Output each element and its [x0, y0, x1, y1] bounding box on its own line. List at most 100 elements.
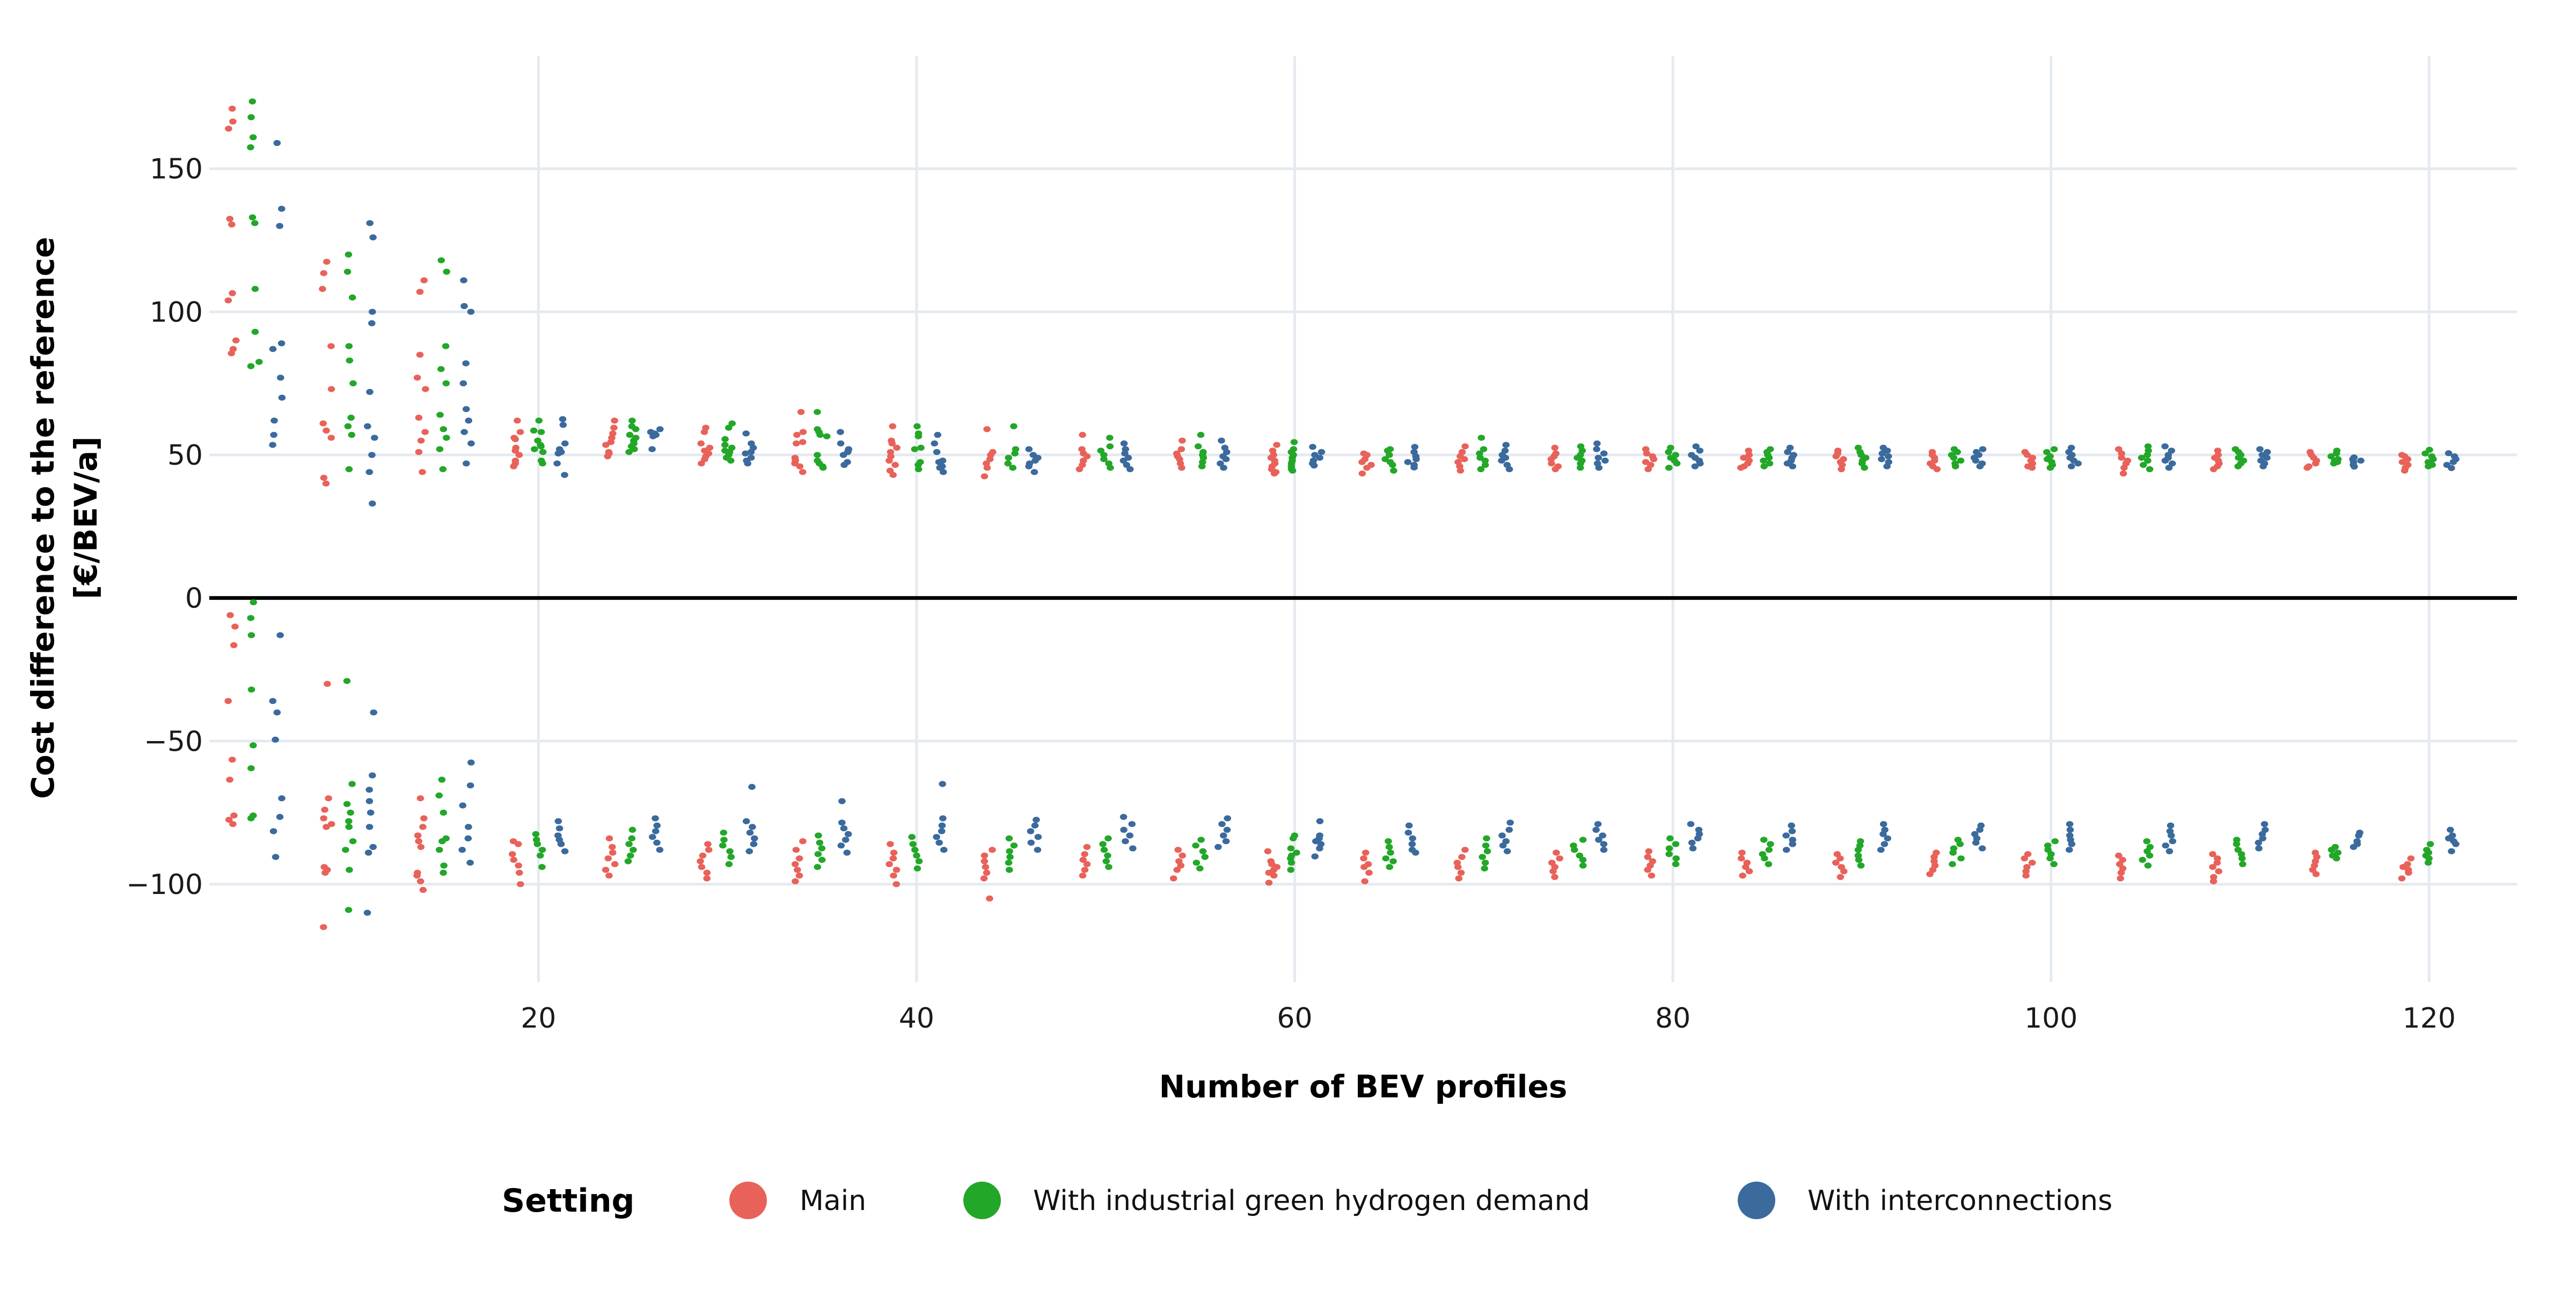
data-point	[349, 838, 357, 845]
data-point	[1595, 837, 1602, 843]
points-layer	[224, 98, 2460, 930]
data-point	[538, 864, 546, 870]
data-point	[555, 825, 564, 832]
data-point	[320, 924, 327, 930]
data-point	[1950, 455, 1958, 461]
data-point	[1855, 856, 1863, 863]
data-point	[1477, 466, 1485, 473]
data-point	[2260, 821, 2268, 827]
data-point	[913, 423, 921, 430]
data-point	[698, 460, 705, 467]
data-point	[1220, 465, 1227, 471]
data-point	[1502, 442, 1510, 448]
legend-title: Setting	[502, 1182, 635, 1220]
data-point	[1457, 869, 1465, 876]
data-point	[1218, 821, 1226, 827]
data-point	[611, 417, 618, 424]
data-point	[343, 801, 351, 807]
data-point	[1404, 459, 1412, 465]
data-point	[1010, 423, 1018, 430]
data-point	[814, 864, 822, 870]
data-point	[628, 826, 636, 833]
data-point	[463, 460, 470, 467]
data-point	[934, 431, 941, 438]
data-point	[727, 854, 735, 860]
data-point	[1949, 861, 1956, 867]
data-point	[2050, 446, 2058, 452]
data-point	[1691, 463, 1699, 470]
x-tick-label: 80	[1655, 1002, 1690, 1035]
data-point	[515, 862, 522, 869]
data-point	[891, 461, 899, 468]
data-point	[365, 787, 373, 793]
data-point	[511, 448, 519, 454]
data-point	[2328, 847, 2336, 853]
data-point	[1461, 443, 1469, 450]
data-point	[539, 449, 547, 456]
data-point	[793, 431, 801, 438]
data-point	[1600, 450, 1608, 457]
data-point	[1126, 466, 1134, 473]
data-point	[229, 118, 237, 125]
data-point	[533, 841, 541, 847]
data-point	[1745, 868, 1753, 875]
data-point	[273, 709, 281, 716]
data-point	[421, 429, 429, 435]
data-point	[1836, 874, 1845, 880]
data-point	[720, 837, 728, 843]
data-point	[1760, 463, 1768, 470]
data-point	[1650, 456, 1658, 463]
data-point	[2168, 832, 2175, 839]
data-point	[652, 815, 659, 822]
data-point	[369, 844, 377, 850]
data-point	[1198, 463, 1206, 470]
data-point	[437, 366, 445, 372]
data-point	[986, 456, 994, 463]
data-point	[814, 409, 821, 415]
data-point	[369, 234, 377, 240]
data-point	[272, 736, 279, 743]
data-point	[1005, 860, 1013, 866]
data-point	[1767, 841, 1774, 847]
data-point	[939, 469, 947, 475]
data-point	[2445, 450, 2453, 457]
data-point	[2448, 848, 2455, 854]
data-point	[1224, 815, 1231, 822]
data-point	[697, 858, 704, 864]
data-point	[699, 852, 707, 859]
data-point	[1034, 834, 1042, 840]
data-point	[1483, 835, 1490, 841]
data-point	[1273, 442, 1280, 448]
data-point	[1363, 465, 1371, 471]
data-point	[2168, 448, 2176, 454]
data-point	[887, 449, 895, 456]
data-point	[370, 709, 377, 716]
data-point	[982, 864, 990, 870]
data-point	[1390, 467, 1397, 474]
data-point	[1933, 466, 1941, 473]
data-point	[467, 759, 475, 766]
data-point	[436, 412, 444, 418]
data-point	[2312, 871, 2320, 877]
data-point	[277, 375, 284, 381]
data-point	[224, 297, 232, 304]
data-point	[1688, 839, 1696, 846]
data-point	[933, 449, 941, 456]
data-point	[1789, 463, 1796, 470]
data-point	[369, 500, 376, 507]
data-point	[2234, 463, 2242, 470]
data-point	[625, 841, 633, 847]
data-point	[2167, 822, 2175, 829]
data-point	[270, 431, 277, 438]
data-point	[247, 114, 255, 121]
data-point	[537, 443, 545, 450]
data-point	[2452, 841, 2460, 847]
data-point	[2118, 455, 2125, 461]
data-point	[419, 469, 426, 475]
data-point	[1223, 449, 1231, 456]
data-point	[1672, 855, 1680, 862]
data-point	[2407, 855, 2415, 862]
data-point	[1593, 440, 1601, 447]
data-point	[228, 221, 236, 228]
data-point	[913, 852, 920, 859]
